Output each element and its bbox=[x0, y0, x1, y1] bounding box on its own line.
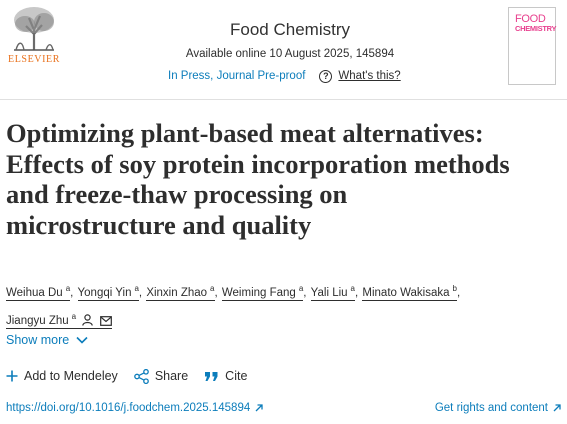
author-link[interactable]: Yongqi Yin a bbox=[77, 284, 139, 301]
quote-icon bbox=[205, 371, 218, 381]
author-link[interactable]: Jiangyu Zhu a bbox=[6, 312, 112, 329]
author-link[interactable]: Minato Wakisaka b bbox=[362, 284, 457, 301]
affiliation-sup: a bbox=[71, 312, 77, 321]
journal-title[interactable]: Food Chemistry bbox=[230, 20, 350, 39]
status-row: In Press, Journal Pre-proof ? What's thi… bbox=[168, 68, 401, 84]
doi-text: https://doi.org/10.1016/j.foodchem.2025.… bbox=[6, 402, 251, 414]
add-to-mendeley-label: Add to Mendeley bbox=[24, 369, 118, 383]
mail-icon bbox=[99, 316, 112, 326]
author-name: Xinxin Zhao bbox=[146, 287, 208, 299]
cover-line-1: FOOD bbox=[515, 13, 546, 25]
author-name: Weiming Fang bbox=[221, 287, 296, 299]
question-circle-icon: ? bbox=[319, 69, 333, 83]
author-link[interactable]: Weiming Fang a bbox=[221, 284, 304, 301]
title-line: and freeze-thaw processing on bbox=[6, 179, 348, 209]
header-divider bbox=[0, 99, 567, 100]
whats-this-label: What's this? bbox=[338, 70, 401, 82]
external-arrow-icon bbox=[255, 404, 263, 412]
cover-line-2: CHEMISTRY bbox=[515, 24, 557, 33]
title-line: Optimizing plant-based meat alternatives… bbox=[6, 118, 484, 148]
rights-link[interactable]: Get rights and content bbox=[435, 402, 561, 414]
author-name: Yali Liu bbox=[310, 287, 348, 299]
show-more-button[interactable]: Show more bbox=[6, 333, 88, 347]
article-header: ELSEVIER Food Chemistry Available online… bbox=[0, 0, 567, 100]
journal-info: Food Chemistry Available online 10 Augus… bbox=[140, 20, 440, 61]
author-name: Weihua Du bbox=[6, 287, 63, 299]
author-name: Minato Wakisaka bbox=[362, 287, 450, 299]
author-link[interactable]: Weihua Du a bbox=[6, 284, 71, 301]
elsevier-logo[interactable] bbox=[6, 4, 62, 66]
cite-button[interactable]: Cite bbox=[204, 369, 247, 383]
affiliation-sup: a bbox=[65, 284, 71, 293]
author-link[interactable]: Yali Liu a bbox=[310, 284, 355, 301]
person-icon bbox=[82, 314, 94, 326]
rights-text: Get rights and content bbox=[434, 402, 548, 414]
affiliation-sup: a bbox=[350, 284, 355, 293]
doi-link[interactable]: https://doi.org/10.1016/j.foodchem.2025.… bbox=[6, 402, 263, 414]
in-press-link[interactable]: In Press, Journal Pre-proof bbox=[168, 70, 306, 82]
affiliation-sup: a bbox=[298, 284, 304, 293]
share-icon bbox=[133, 368, 149, 384]
title-line: Effects of soy protein incorporation met… bbox=[6, 148, 510, 179]
chevron-down-icon bbox=[76, 336, 88, 344]
affiliation-sup: a bbox=[210, 284, 215, 293]
article-actions: Add to Mendeley Share Cite bbox=[6, 367, 263, 385]
available-online: Available online 10 August 2025, 145894 bbox=[185, 48, 395, 60]
show-more-label: Show more bbox=[6, 333, 70, 347]
author-name: Jiangyu Zhu bbox=[6, 315, 69, 327]
title-line: microstructure and quality bbox=[6, 209, 312, 240]
author-name: Yongqi Yin bbox=[77, 287, 132, 299]
author-list: Weihua Du a, Yongqi Yin a, Xinxin Zhao a, W… bbox=[6, 284, 461, 329]
journal-cover[interactable]: FOOD CHEMISTRY bbox=[508, 7, 557, 85]
plus-icon bbox=[6, 370, 18, 382]
affiliation-sup: b bbox=[452, 284, 457, 293]
publisher-name: ELSEVIER bbox=[7, 54, 61, 65]
bottom-links: https://doi.org/10.1016/j.foodchem.2025.… bbox=[6, 402, 561, 416]
share-button[interactable]: Share bbox=[133, 368, 189, 384]
add-to-mendeley-button[interactable]: Add to Mendeley bbox=[6, 369, 118, 383]
article-title: Optimizing plant-based meat alternatives… bbox=[6, 118, 566, 240]
elsevier-tree-logo bbox=[6, 4, 62, 54]
author-link[interactable]: Xinxin Zhao a bbox=[146, 284, 215, 301]
share-label: Share bbox=[154, 369, 189, 383]
whats-this-button[interactable]: ? What's this? bbox=[319, 69, 401, 83]
affiliation-sup: a bbox=[134, 284, 139, 293]
cite-label: Cite bbox=[225, 369, 248, 383]
external-arrow-icon bbox=[553, 404, 561, 412]
